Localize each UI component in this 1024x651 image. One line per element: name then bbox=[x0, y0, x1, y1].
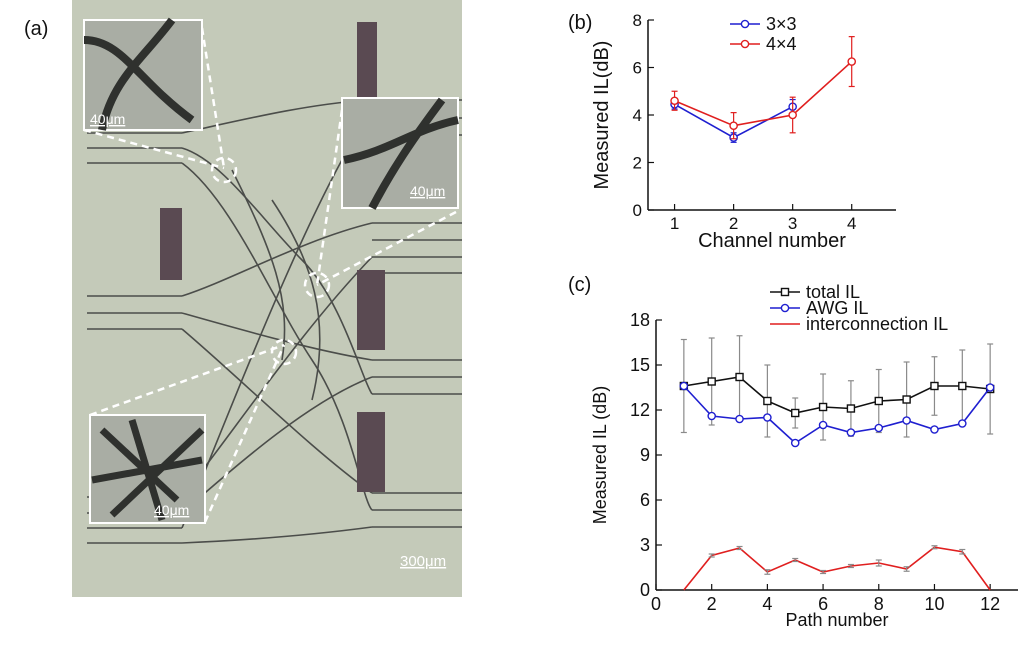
scale-bar-label: 300μm bbox=[400, 553, 446, 570]
y-tick-label: 9 bbox=[640, 445, 650, 465]
x-tick-label: 12 bbox=[980, 594, 1000, 614]
data-point bbox=[707, 411, 716, 421]
data-point bbox=[791, 408, 800, 418]
y-tick-label: 3 bbox=[640, 535, 650, 555]
y-axis-label: Measured IL(dB) bbox=[591, 41, 613, 190]
legend-marker bbox=[780, 287, 790, 297]
x-tick-label: 0 bbox=[651, 594, 661, 614]
y-tick-label: 12 bbox=[630, 400, 650, 420]
inset-top-right: 40μm bbox=[341, 97, 459, 210]
series-line bbox=[683, 376, 991, 414]
data-point bbox=[670, 96, 679, 106]
legend-label: AWG IL bbox=[806, 298, 868, 318]
series-line bbox=[683, 546, 991, 591]
x-tick-label: 10 bbox=[924, 594, 944, 614]
y-tick-label: 6 bbox=[633, 59, 642, 78]
y-tick-label: 8 bbox=[633, 11, 642, 30]
micrograph: 40μm 40μm 40μm 300μm bbox=[72, 0, 462, 597]
data-point bbox=[790, 438, 800, 448]
data-point bbox=[958, 419, 967, 428]
data-point bbox=[874, 423, 884, 433]
legend-label: total IL bbox=[806, 282, 860, 302]
legend-marker bbox=[740, 19, 750, 29]
data-point bbox=[729, 121, 738, 130]
y-axis-label: Measured IL (dB) bbox=[590, 386, 610, 524]
y-tick-label: 6 bbox=[640, 490, 650, 510]
data-point bbox=[930, 425, 939, 434]
x-tick-label: 3 bbox=[788, 214, 797, 233]
x-axis-label: Path number bbox=[785, 610, 888, 630]
data-point bbox=[902, 395, 911, 404]
panel-label-b: (b) bbox=[568, 12, 593, 34]
data-point bbox=[818, 420, 828, 430]
panel-label-c: (c) bbox=[568, 274, 592, 296]
inset-scale-label: 40μm bbox=[410, 183, 445, 199]
y-tick-label: 4 bbox=[633, 106, 642, 125]
data-point bbox=[679, 381, 689, 391]
x-tick-label: 8 bbox=[874, 594, 884, 614]
legend-marker bbox=[780, 303, 790, 313]
x-tick-label: 2 bbox=[729, 214, 738, 233]
data-point bbox=[763, 396, 772, 406]
x-tick-label: 2 bbox=[707, 594, 717, 614]
inset-bottom-left: 40μm bbox=[89, 414, 206, 524]
x-tick-label: 4 bbox=[847, 214, 856, 233]
inset-scale-label: 40μm bbox=[90, 111, 125, 127]
y-tick-label: 0 bbox=[640, 580, 650, 600]
legend-label: 3×3 bbox=[766, 14, 797, 34]
y-tick-label: 18 bbox=[630, 310, 650, 330]
inset-leaders bbox=[83, 27, 457, 523]
data-point bbox=[874, 396, 883, 406]
legend-marker bbox=[740, 39, 750, 49]
data-point bbox=[958, 381, 967, 391]
y-tick-label: 2 bbox=[633, 154, 642, 173]
data-point bbox=[846, 428, 856, 437]
x-tick-label: 4 bbox=[762, 594, 772, 614]
data-point bbox=[707, 377, 716, 386]
data-point bbox=[763, 413, 772, 422]
data-point bbox=[735, 372, 744, 382]
series-line bbox=[674, 60, 853, 127]
inset-top-left: 40μm bbox=[83, 17, 203, 131]
y-tick-label: 0 bbox=[633, 201, 642, 220]
x-axis-label: Channel number bbox=[698, 230, 846, 252]
legend-label: 4×4 bbox=[766, 34, 797, 54]
data-point bbox=[930, 381, 939, 391]
data-point bbox=[735, 414, 744, 424]
data-point bbox=[902, 416, 911, 425]
data-point bbox=[847, 57, 857, 66]
data-point bbox=[818, 402, 828, 412]
data-point bbox=[788, 110, 797, 120]
chart-c: 0 3 6 9 12 15 18 0 2 4 6 8 10 12 Path number Measured I… bbox=[590, 282, 1018, 630]
data-point bbox=[985, 383, 995, 392]
panel-label-a: (a) bbox=[24, 18, 49, 40]
legend-label: interconnection IL bbox=[806, 314, 948, 334]
series-line bbox=[683, 385, 991, 445]
x-tick-label: 6 bbox=[818, 594, 828, 614]
x-tick-label: 1 bbox=[670, 214, 679, 233]
y-tick-label: 15 bbox=[630, 355, 650, 375]
data-point bbox=[846, 404, 856, 413]
inset-scale-label: 40μm bbox=[154, 502, 189, 518]
